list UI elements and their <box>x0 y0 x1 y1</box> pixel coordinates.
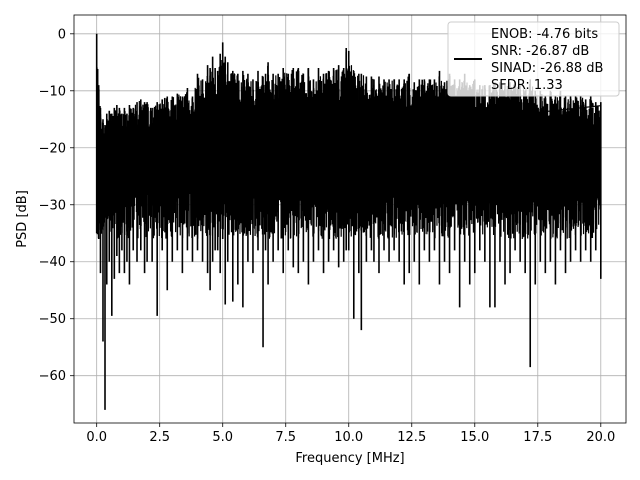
psd-series <box>95 33 602 410</box>
x-tick-label: 15.0 <box>460 430 489 445</box>
x-tick-label: 0.0 <box>86 430 107 445</box>
ticks: 0.0 2.5 5.0 7.5 10.0 12.5 15.0 17.5 20.0 0 −10 −20 −… <box>39 27 616 445</box>
x-tick-label: 5.0 <box>212 430 233 445</box>
y-tick-label: −10 <box>39 84 66 99</box>
legend-enob: ENOB: -4.76 bits <box>491 27 598 42</box>
y-tick-label: −30 <box>39 198 66 213</box>
legend-snr: SNR: -26.87 dB <box>491 44 589 59</box>
y-tick-label: 0 <box>58 27 66 42</box>
x-axis-label: Frequency [MHz] <box>295 451 404 466</box>
axes-spines <box>73 14 627 424</box>
legend: ENOB: -4.76 bits SNR: -26.87 dB SINAD: -… <box>447 21 620 97</box>
y-tick-label: −20 <box>39 141 66 156</box>
x-tick-label: 20.0 <box>586 430 615 445</box>
legend-sinad: SINAD: -26.88 dB <box>491 61 603 76</box>
legend-sfdr: SFDR: 1.33 <box>491 78 563 93</box>
y-tick-label: −40 <box>39 255 66 270</box>
y-tick-label: −60 <box>39 369 66 384</box>
axes-frame <box>73 14 627 424</box>
y-axis-label: PSD [dB] <box>15 190 30 248</box>
x-tick-label: 17.5 <box>523 430 552 445</box>
x-tick-label: 12.5 <box>397 430 426 445</box>
legend-box <box>447 21 620 97</box>
y-tick-label: −50 <box>39 312 66 327</box>
x-tick-label: 10.0 <box>334 430 363 445</box>
x-tick-label: 2.5 <box>149 430 170 445</box>
x-tick-label: 7.5 <box>275 430 296 445</box>
